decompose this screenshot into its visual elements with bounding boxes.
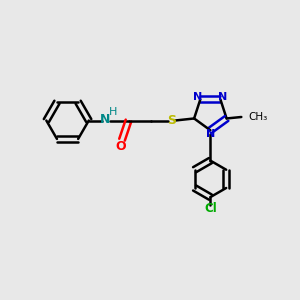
Text: N: N [100, 112, 111, 126]
Text: O: O [115, 140, 126, 153]
Text: N: N [206, 129, 215, 139]
Text: CH₃: CH₃ [249, 112, 268, 122]
Text: N: N [193, 92, 203, 102]
Text: S: S [167, 114, 176, 127]
Text: Cl: Cl [204, 202, 217, 215]
Text: H: H [109, 107, 117, 117]
Text: N: N [218, 92, 227, 102]
